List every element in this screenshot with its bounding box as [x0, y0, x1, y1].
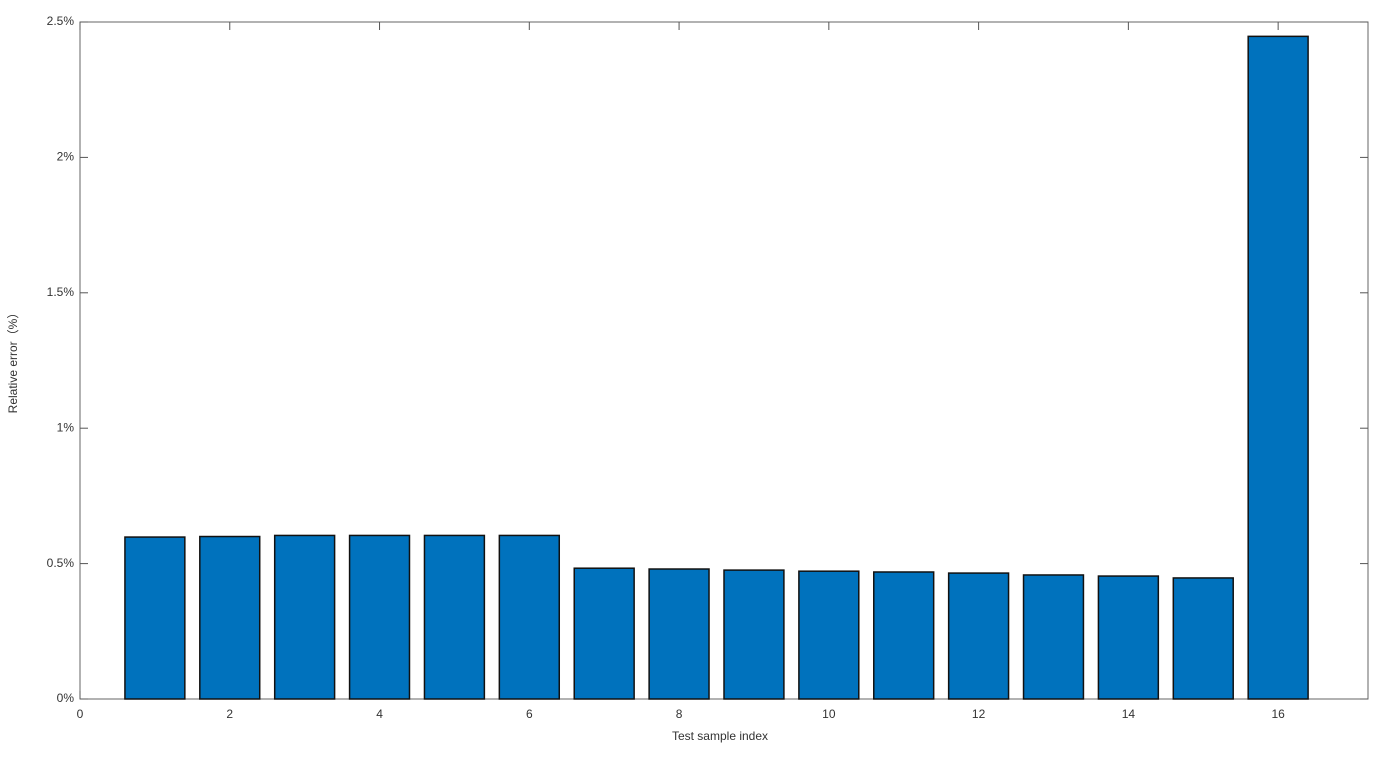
y-tick-label: 1%	[57, 420, 75, 434]
x-axis-label: Test sample index	[672, 729, 768, 743]
bar	[124, 536, 186, 700]
x-tick-label: 14	[1122, 707, 1136, 721]
bar	[1022, 574, 1085, 700]
y-tick-label: 0%	[57, 691, 75, 705]
bar	[1172, 577, 1234, 700]
bar	[648, 568, 710, 700]
x-tick-label: 6	[526, 707, 533, 721]
x-tick-label: 8	[676, 707, 683, 721]
x-tick-label: 12	[972, 707, 986, 721]
y-axis-label: Relative error（%）	[6, 307, 20, 414]
y-tick-label: 0.5%	[47, 556, 75, 570]
bar	[798, 570, 860, 700]
bar	[1097, 575, 1160, 700]
bar	[273, 534, 336, 700]
y-tick-label: 2%	[57, 150, 75, 164]
bar	[1247, 35, 1309, 700]
bar	[873, 571, 935, 700]
bar	[947, 572, 1010, 700]
y-tick-label: 1.5%	[47, 285, 75, 299]
y-tick-label: 2.5%	[47, 14, 75, 28]
bar	[423, 534, 486, 700]
x-tick-label: 16	[1271, 707, 1285, 721]
bar	[723, 569, 785, 700]
x-tick-label: 2	[226, 707, 233, 721]
bar	[573, 567, 635, 700]
x-tick-label: 0	[77, 707, 84, 721]
x-tick-label: 10	[822, 707, 836, 721]
bar	[348, 534, 411, 700]
bar	[498, 534, 561, 700]
x-tick-label: 4	[376, 707, 383, 721]
bar	[199, 535, 261, 700]
